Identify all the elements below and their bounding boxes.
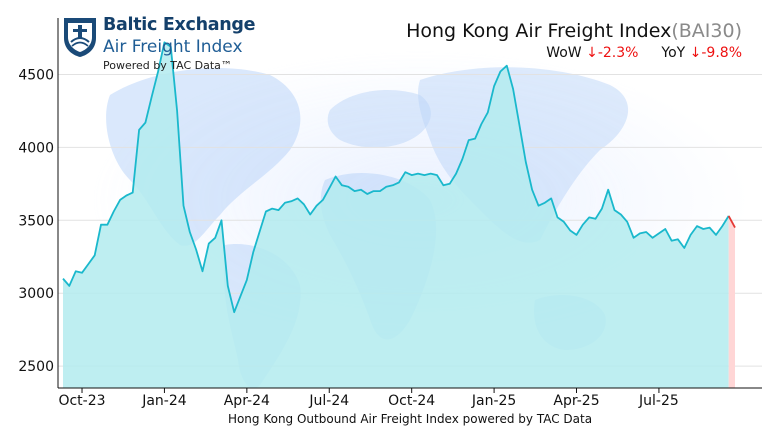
y-tick-label: 4500: [18, 67, 54, 83]
y-tick-label: 3000: [18, 286, 54, 302]
x-tick-label: Jul-24: [308, 393, 349, 409]
baltic-exchange-logo: Baltic Exchange Air Freight Index Powere…: [62, 15, 262, 76]
data-marks: [62, 41, 736, 389]
y-tick-label: 2500: [18, 359, 54, 375]
logo-powered-by: Powered by TAC Data™: [103, 59, 232, 72]
x-tick-label: Oct-23: [58, 393, 105, 409]
x-tick-label: Apr-25: [553, 393, 599, 409]
chart-header: Hong Kong Air Freight Index(BAI30) WoW ↓…: [406, 20, 742, 61]
axes: 2500 3000 3500 4000 4500 Oct-23 Jan-24 Apr-24 Ju…: [18, 18, 762, 409]
yoy-value: ↓-9.8%: [689, 45, 742, 61]
x-tick-label: Apr-24: [224, 393, 270, 409]
x-tick-label: Jul-25: [638, 393, 679, 409]
chart-title-text: Hong Kong Air Freight Index: [406, 20, 672, 42]
chart-title: Hong Kong Air Freight Index(BAI30): [406, 20, 742, 42]
wow-value: ↓-2.3%: [586, 45, 639, 61]
chart-title-code: (BAI30): [671, 20, 742, 42]
y-tick-label: 3500: [18, 213, 54, 229]
latest-week-line: [727, 215, 736, 229]
x-tick-label: Jan-24: [141, 393, 187, 409]
wow-label: WoW: [546, 45, 582, 61]
series-area: [63, 42, 729, 389]
change-summary: WoW ↓-2.3% YoY ↓-9.8%: [406, 45, 742, 61]
x-tick-label: Jan-25: [471, 393, 516, 409]
baltic-exchange-shield-icon: [64, 18, 96, 57]
x-tick-label: Oct-24: [388, 393, 435, 409]
series-line: [62, 41, 730, 314]
logo-product-name: Air Freight Index: [103, 37, 243, 57]
latest-week-area: [728, 215, 735, 388]
logo-brand-name: Baltic Exchange: [103, 15, 256, 35]
yoy-label: YoY: [661, 45, 686, 61]
x-axis-label: Hong Kong Outbound Air Freight Index pow…: [227, 412, 593, 426]
y-tick-label: 4000: [18, 140, 54, 156]
